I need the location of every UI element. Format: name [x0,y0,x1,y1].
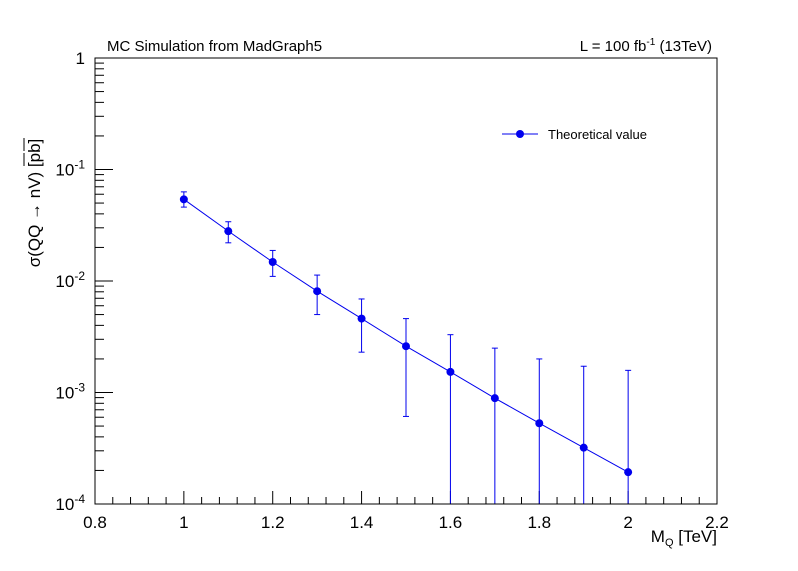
x-tick-label: 2.2 [705,513,729,532]
data-point [446,367,455,376]
data-point [402,342,410,351]
data-point [490,394,499,403]
data-point [313,287,322,296]
y-tick-label: 10-4 [55,492,85,514]
data-point [579,443,588,452]
x-axis-label: MQ [TeV] [651,527,717,549]
x-tick-label: 1 [179,513,188,532]
x-tick-label: 1.8 [527,513,551,532]
x-axis-label-main: M [651,527,665,546]
y-tick-label: 10-3 [55,381,85,403]
x-tick-label: 1.2 [261,513,285,532]
y-axis-label: σ(QQ → nV) [pb] [25,139,44,268]
luminosity-suffix: (13TeV) [655,38,712,55]
luminosity-exponent: -1 [646,37,655,48]
y-tick-label: 10-1 [55,158,85,180]
x-tick-label: 1.6 [439,513,463,532]
data-point [268,258,277,267]
x-tick-label: 0.8 [83,513,107,532]
chart-title-left: MC Simulation from MadGraph5 [107,38,322,55]
x-axis-label-rest: [TeV] [674,527,717,546]
data-point [179,195,188,204]
data-point [535,419,544,428]
y-tick-label: 1 [76,49,85,68]
data-point [624,468,633,477]
data-point [357,314,366,323]
x-axis-label-sub: Q [665,537,674,549]
legend: Theoretical value [502,127,647,142]
luminosity-prefix: L = 100 fb [580,38,647,55]
x-tick-label: 1.4 [350,513,374,532]
x-tick-label: 2 [623,513,632,532]
y-tick-label: 10-2 [55,269,85,291]
data-point [224,227,233,236]
chart-title-right: L = 100 fb-1 (13TeV) [580,37,712,55]
legend-label: Theoretical value [548,127,647,142]
legend-marker [516,130,524,138]
plot-frame [94,57,718,505]
